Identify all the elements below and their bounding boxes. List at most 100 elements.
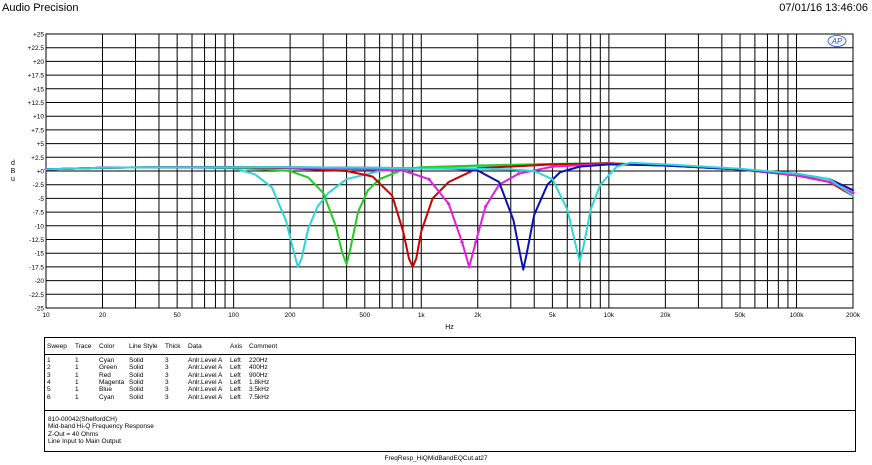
legend-cell: Solid — [129, 371, 144, 379]
legend-cell: Anlr.Level A — [188, 393, 223, 401]
legend-cell: 4 — [47, 378, 51, 386]
legend-cell: 1.8kHz — [249, 378, 270, 386]
footer-filename: FreqResp_HiQMidBandEQCut.at27 — [384, 455, 488, 462]
legend-cell: Green — [99, 364, 118, 372]
y-axis-label-part: u — [11, 176, 15, 183]
legend-cell: 3 — [165, 371, 169, 379]
legend-cell: 1 — [75, 357, 79, 364]
legend-cell: 3.5kHz — [249, 386, 270, 394]
y-tick-label: +2.5 — [31, 155, 44, 162]
legend-table: Sweep Trace Color Line Style Thick Data Axis Co… — [44, 337, 856, 411]
legend-header-cell: Data — [188, 343, 202, 350]
legend-cell: Cyan — [99, 393, 115, 401]
legend-header-cell: Line Style — [129, 343, 158, 350]
y-tick-label: +5 — [37, 141, 45, 148]
legend-cell: 3 — [165, 357, 169, 364]
legend-cell: Left — [230, 357, 241, 364]
grid-horizontal — [46, 33, 853, 309]
y-tick-label: +25 — [33, 32, 44, 39]
y-tick-label: -22.5 — [29, 292, 44, 299]
legend-cell: Left — [230, 386, 241, 394]
y-tick-label: -20 — [35, 278, 45, 285]
y-tick-label: +17.5 — [28, 73, 45, 80]
legend-header-cell: Sweep — [47, 343, 67, 350]
series-point — [427, 177, 432, 182]
legend-cell: Left — [230, 364, 241, 372]
series-line-400Hz — [45, 162, 854, 266]
legend-header-row: Sweep Trace Color Line Style Thick Data Axis Co… — [45, 343, 855, 353]
y-tick-label: +15 — [33, 86, 44, 93]
y-tick-label: -5 — [38, 196, 44, 203]
ap-logo-ring — [827, 35, 847, 47]
legend-cell: 1 — [75, 386, 79, 394]
legend-cell: Solid — [129, 393, 144, 401]
x-tick-label: 100 — [228, 312, 239, 319]
legend-cell: Anlr.Level A — [188, 364, 223, 372]
ap-logo: AP — [831, 37, 843, 46]
legend-cell: 1 — [75, 393, 79, 401]
note-line: Mid-band Hi-Q Frequency Response — [48, 423, 154, 431]
app-title: Audio Precision — [2, 2, 79, 14]
legend-divider — [45, 354, 855, 355]
x-tick-label: 20 — [99, 312, 107, 319]
x-axis-label: Hz — [445, 324, 454, 331]
legend-row: 3 1 Red Solid 3 Anlr.Level A Left 900Hz — [45, 372, 855, 379]
notes-box: 810-00042(ShelfordCH) Mid-band Hi-Q Frequ… — [44, 411, 856, 452]
y-tick-label: -2.5 — [33, 182, 45, 189]
legend-cell: Blue — [99, 386, 113, 394]
series-line-900Hz — [45, 162, 854, 268]
legend-row: 4 1 Magenta Solid 3 Anlr.Level A Left 1.8kHz — [45, 379, 855, 386]
x-tick-label: 1k — [418, 312, 426, 319]
series-line-220Hz — [45, 162, 854, 268]
legend-cell: 7.5kHz — [249, 393, 270, 401]
y-tick-label: -15 — [35, 251, 45, 258]
note-line: 810-00042(ShelfordCH) — [48, 416, 118, 423]
x-tick-label: 500 — [359, 312, 370, 319]
legend-cell: Anlr.Level A — [188, 378, 223, 386]
x-tick-label: 50k — [735, 312, 746, 319]
x-tick-label: 10k — [604, 312, 615, 319]
legend-cell: 900Hz — [249, 371, 268, 379]
series-point — [516, 171, 521, 176]
series-point — [446, 201, 451, 206]
note-line: Z-Out = 40 Ohms — [48, 430, 99, 438]
legend-row: 6 1 Cyan Solid 3 Anlr.Level A Left 7.5kHz — [45, 394, 855, 401]
legend-header-cell: Axis — [230, 343, 243, 350]
legend-row: 5 1 Blue Solid 3 Anlr.Level A Left 3.5kHz — [45, 386, 855, 393]
legend-cell: 5 — [47, 386, 51, 394]
series-point — [550, 164, 555, 169]
series-point — [473, 240, 478, 245]
y-tick-label: -12.5 — [29, 237, 44, 244]
series-line-3.5kHz — [45, 163, 854, 271]
legend-row: 1 1 Cyan Solid 3 Anlr.Level A Left 220Hz — [45, 357, 855, 364]
y-axis-label-part: B — [11, 168, 16, 175]
y-tick-label: -7.5 — [33, 210, 45, 217]
x-tick-label: 5k — [549, 312, 557, 319]
legend-cell: Anlr.Level A — [188, 386, 223, 394]
y-tick-label: +22.5 — [28, 45, 45, 52]
series-group — [44, 161, 855, 271]
y-tick-label: +7.5 — [31, 127, 44, 134]
legend-cell: Magenta — [99, 378, 125, 386]
x-tick-label: 50 — [174, 312, 182, 319]
legend-cell: Red — [99, 371, 111, 379]
note-line: Line Input to Main Output — [48, 437, 121, 445]
series-point — [467, 264, 472, 269]
legend-cell: 220Hz — [249, 357, 268, 364]
y-tick-label: +0 — [37, 169, 45, 176]
legend-cell: 1 — [47, 357, 51, 364]
x-tick-label: 100k — [789, 312, 804, 319]
legend-cell: 2 — [47, 364, 51, 372]
datetime: 07/01/16 13:46:06 — [779, 2, 868, 14]
series-point — [401, 168, 406, 173]
series-line-7.5kHz — [45, 161, 854, 263]
y-tick-label: +20 — [33, 59, 44, 66]
y-tick-label: -25 — [35, 306, 45, 313]
legend-cell: Solid — [129, 364, 144, 372]
legend-cell: 6 — [47, 393, 51, 401]
legend-cell: 400Hz — [249, 364, 268, 372]
x-tick-label: 200 — [285, 312, 296, 319]
legend-cell: Anlr.Level A — [188, 357, 223, 364]
legend-cell: 3 — [165, 364, 169, 372]
